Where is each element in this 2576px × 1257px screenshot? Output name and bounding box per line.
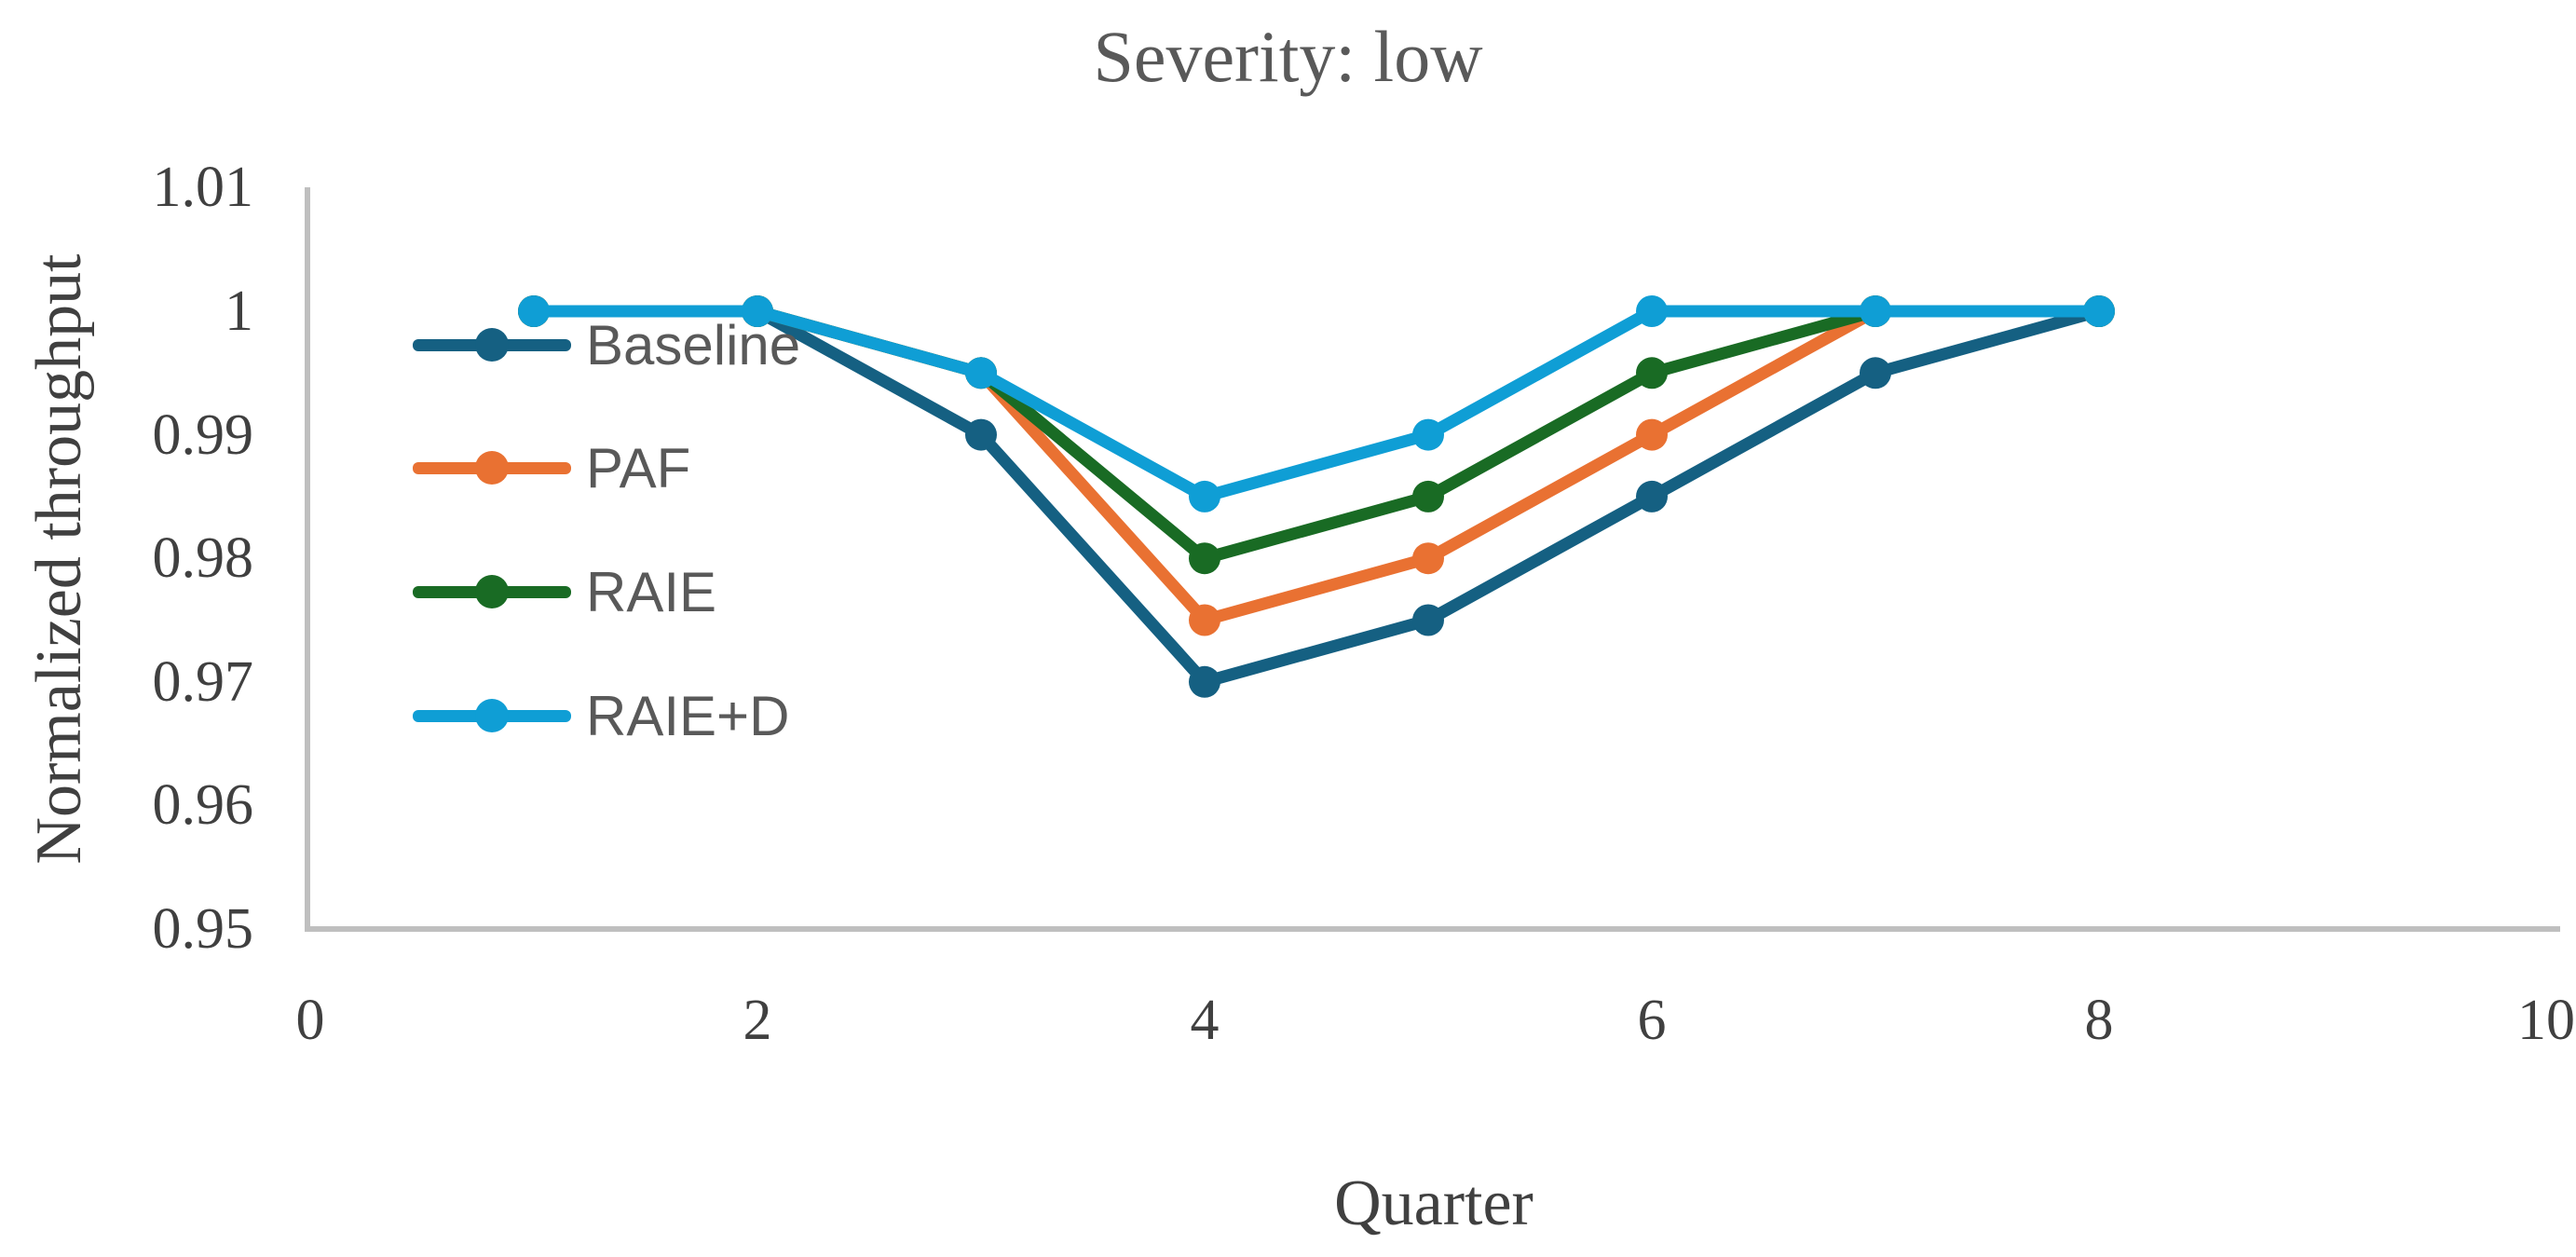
y-tick-label: 1 bbox=[225, 280, 253, 343]
chart-title: Severity: low bbox=[1093, 16, 1483, 97]
legend-label: Baseline bbox=[586, 313, 801, 376]
legend-item-paf: PAF bbox=[413, 437, 690, 499]
legend-item-raie: RAIE bbox=[413, 561, 716, 623]
y-tick-label: 0.98 bbox=[152, 526, 254, 591]
legend-circle-marker-icon bbox=[475, 575, 509, 608]
series-marker-baseline bbox=[965, 418, 997, 451]
y-tick-label: 1.01 bbox=[152, 156, 254, 220]
series-marker-raie bbox=[1636, 357, 1668, 389]
series-marker-raie bbox=[1189, 542, 1220, 575]
x-tick-label: 2 bbox=[743, 989, 772, 1052]
legend-circle-marker-icon bbox=[475, 699, 509, 732]
legend-line-marker-icon bbox=[413, 564, 571, 620]
y-tick-label: 0.96 bbox=[152, 773, 254, 838]
legend-label: RAIE bbox=[586, 560, 717, 623]
legend-circle-marker-icon bbox=[475, 451, 509, 485]
series-marker-baseline bbox=[1860, 357, 1891, 389]
series-marker-raie bbox=[1412, 480, 1444, 512]
legend-line-marker-icon bbox=[413, 688, 571, 744]
y-tick-label: 0.97 bbox=[152, 649, 254, 714]
y-tick-label: 0.95 bbox=[152, 897, 254, 961]
x-axis-title: Quarter bbox=[1334, 1168, 1533, 1239]
series-marker-baseline bbox=[1412, 604, 1444, 636]
x-tick-label: 10 bbox=[2517, 989, 2575, 1052]
series-marker-raieplusd bbox=[1412, 418, 1444, 451]
series-marker-raieplusd bbox=[742, 295, 773, 327]
x-tick-label: 0 bbox=[295, 989, 325, 1052]
legend-label: PAF bbox=[586, 436, 691, 499]
x-tick-label: 4 bbox=[1190, 989, 1220, 1052]
series-marker-raieplusd bbox=[2083, 295, 2115, 327]
series-marker-paf bbox=[1412, 542, 1444, 575]
series-marker-raieplusd bbox=[518, 295, 550, 327]
series-marker-baseline bbox=[1189, 665, 1220, 698]
series-marker-baseline bbox=[1636, 480, 1668, 512]
series-marker-raieplusd bbox=[965, 357, 997, 389]
legend-line-marker-icon bbox=[413, 317, 571, 373]
legend-circle-marker-icon bbox=[475, 328, 509, 362]
legend-item-baseline: Baseline bbox=[413, 314, 800, 376]
series-line-raieplusd bbox=[527, 305, 2106, 503]
legend-line-marker-icon bbox=[413, 440, 571, 496]
series-marker-paf bbox=[1636, 418, 1668, 451]
x-tick-label: 8 bbox=[2084, 989, 2114, 1052]
series-marker-raieplusd bbox=[1860, 295, 1891, 327]
y-tick-label: 0.99 bbox=[152, 403, 254, 467]
series-marker-raieplusd bbox=[1189, 480, 1220, 512]
x-tick-label: 6 bbox=[1637, 989, 1667, 1052]
series-marker-raieplusd bbox=[1636, 295, 1668, 327]
series-marker-paf bbox=[1189, 604, 1220, 636]
legend-label: RAIE+D bbox=[586, 684, 790, 747]
legend-item-raieplusd: RAIE+D bbox=[413, 685, 789, 747]
series-line-baseline bbox=[527, 305, 2106, 689]
